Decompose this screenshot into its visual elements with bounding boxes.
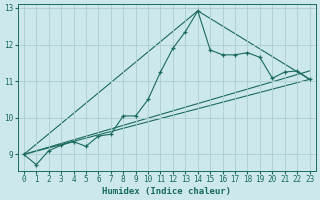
X-axis label: Humidex (Indice chaleur): Humidex (Indice chaleur) [102, 187, 231, 196]
